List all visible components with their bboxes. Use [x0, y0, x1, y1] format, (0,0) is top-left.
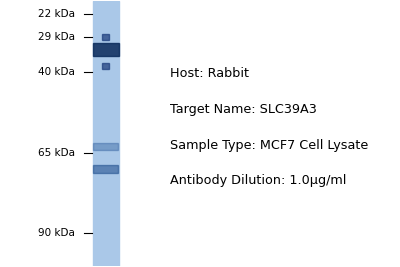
Text: 90 kDa: 90 kDa [38, 228, 75, 238]
Text: Antibody Dilution: 1.0μg/ml: Antibody Dilution: 1.0μg/ml [170, 174, 346, 187]
Text: 29 kDa: 29 kDa [38, 32, 75, 42]
Text: Sample Type: MCF7 Cell Lysate: Sample Type: MCF7 Cell Lysate [170, 139, 368, 152]
Text: 40 kDa: 40 kDa [38, 67, 75, 77]
Text: 22 kDa: 22 kDa [38, 9, 75, 19]
Bar [102, 34, 110, 40]
Text: Host: Rabbit: Host: Rabbit [170, 68, 249, 80]
Bar [102, 62, 110, 69]
Text: Target Name: SLC39A3: Target Name: SLC39A3 [170, 103, 317, 116]
Bar [93, 1, 119, 266]
Bar [93, 165, 118, 173]
Bar [93, 143, 118, 150]
Bar [93, 43, 119, 56]
Text: 65 kDa: 65 kDa [38, 148, 75, 158]
